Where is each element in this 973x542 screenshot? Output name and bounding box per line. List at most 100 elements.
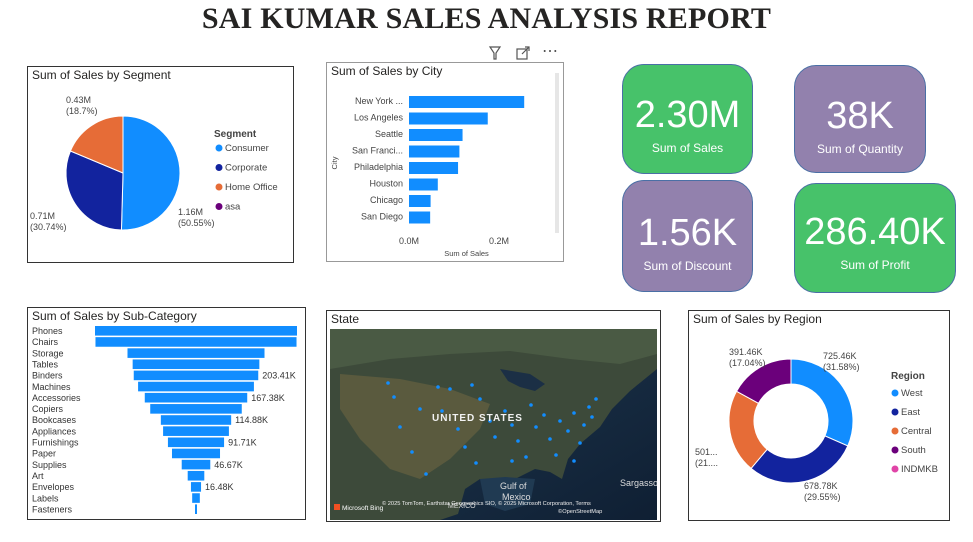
quantity-card-label: Sum of Quantity bbox=[816, 142, 904, 156]
subcategory-bar[interactable] bbox=[138, 381, 254, 392]
city-tick-label: Houston bbox=[369, 179, 403, 189]
city-scrollbar[interactable] bbox=[555, 73, 559, 233]
segment-label-value: 1.16M bbox=[178, 207, 203, 217]
subcategory-bar[interactable] bbox=[127, 348, 265, 358]
subcategory-tick-label: Appliances bbox=[32, 426, 77, 436]
subcategory-bar[interactable] bbox=[132, 359, 260, 370]
region-label-percent: (17.04%) bbox=[729, 358, 766, 368]
state-point bbox=[424, 472, 428, 476]
segment-label-percent: (30.74%) bbox=[30, 222, 67, 232]
city-bar[interactable] bbox=[409, 178, 438, 191]
state-point bbox=[529, 403, 533, 407]
city-bar[interactable] bbox=[409, 195, 431, 207]
state-map[interactable]: UNITED STATES Gulf of Mexico Sargasso ME… bbox=[330, 329, 657, 520]
state-point bbox=[392, 395, 396, 399]
subcategory-bar[interactable] bbox=[171, 448, 221, 459]
subcategory-bar[interactable] bbox=[190, 482, 202, 492]
state-map-panel[interactable]: State UNITED STATES Gulf of Mexico Sarga… bbox=[326, 310, 661, 522]
sales-card-label: Sum of Sales bbox=[651, 141, 724, 155]
bing-logo: Microsoft Bing bbox=[334, 504, 384, 512]
region-label-percent: (29.55%) bbox=[804, 492, 841, 502]
quantity-card-value: 38K bbox=[826, 95, 894, 137]
region-donut-chart: 725.46K(31.58%) 678.78K(29.55%) 501...(21.… bbox=[695, 347, 938, 502]
segment-pie-chart: 1.16M(50.55%) 0.71M(30.74%) 0.43M(18.7%) Se… bbox=[30, 95, 278, 232]
region-legend-marker bbox=[891, 446, 899, 454]
toolbar-icons: ⋯ bbox=[488, 43, 558, 60]
canada-land bbox=[330, 329, 657, 369]
segment-legend-marker bbox=[215, 144, 223, 152]
subcategory-bar[interactable] bbox=[95, 337, 297, 347]
city-y-axis-title: City bbox=[330, 156, 339, 169]
segment-label-percent: (18.7%) bbox=[66, 106, 98, 116]
city-x-tick: 0.2M bbox=[489, 236, 509, 246]
subcategory-data-label: 203.41K bbox=[262, 371, 296, 381]
subcategory-bar[interactable] bbox=[163, 426, 229, 436]
subcategory-bar[interactable] bbox=[144, 392, 248, 403]
map-attribution-osm[interactable]: ©OpenStreetMap bbox=[558, 508, 602, 515]
state-point bbox=[478, 397, 482, 401]
city-bar[interactable] bbox=[409, 129, 463, 141]
city-bar[interactable] bbox=[409, 211, 431, 224]
subcategory-bar[interactable] bbox=[133, 370, 259, 381]
state-point bbox=[572, 411, 576, 415]
discount-card[interactable]: 1.56K Sum of Discount bbox=[622, 180, 753, 292]
subcategory-bar[interactable] bbox=[95, 326, 297, 336]
subcategory-tick-label: Chairs bbox=[32, 337, 59, 347]
focus-mode-icon[interactable] bbox=[516, 46, 530, 60]
sales-card[interactable]: 2.30M Sum of Sales bbox=[622, 64, 753, 174]
gulf-label-2: Mexico bbox=[502, 492, 531, 502]
subcategory-bar[interactable] bbox=[181, 459, 211, 470]
state-point bbox=[516, 439, 520, 443]
subcategory-funnel-panel[interactable]: Sum of Sales by Sub-Category Phones Chair… bbox=[27, 307, 306, 520]
profit-card-label: Sum of Profit bbox=[840, 258, 910, 272]
state-point bbox=[524, 455, 528, 459]
more-options-icon[interactable]: ⋯ bbox=[542, 43, 558, 60]
state-point bbox=[470, 383, 474, 387]
state-point bbox=[572, 459, 576, 463]
segment-slice-corporate bbox=[65, 150, 124, 231]
region-donut-panel[interactable]: Sum of Sales by Region 725.46K (31.58%) 67… bbox=[688, 310, 950, 521]
city-bar[interactable] bbox=[409, 145, 460, 158]
state-point bbox=[463, 445, 467, 449]
subcategory-bar[interactable] bbox=[160, 415, 232, 425]
segment-legend-marker bbox=[215, 164, 223, 171]
city-bar[interactable] bbox=[409, 112, 488, 125]
profit-card[interactable]: 286.40K Sum of Profit bbox=[794, 183, 956, 293]
profit-card-value: 286.40K bbox=[804, 211, 946, 253]
segment-pie-panel[interactable]: Sum of Sales by Segment 1.16M (50.55%) 0.7… bbox=[27, 66, 294, 263]
subcategory-tick-label: Storage bbox=[32, 348, 64, 358]
subcategory-bar[interactable] bbox=[167, 437, 225, 448]
region-legend-item: Central bbox=[901, 426, 932, 437]
great-lakes bbox=[500, 369, 545, 391]
quantity-card[interactable]: 38K Sum of Quantity bbox=[794, 65, 926, 173]
state-point bbox=[534, 425, 538, 429]
city-bar-panel[interactable]: Sum of Sales by City New York ... Los Ang… bbox=[326, 62, 564, 262]
report-title: SAI KUMAR SALES ANALYSIS REPORT bbox=[201, 2, 772, 35]
region-slice-west bbox=[790, 358, 854, 447]
subcategory-data-label: 114.88K bbox=[235, 415, 268, 425]
region-legend-marker bbox=[891, 389, 899, 397]
segment-legend-item: Corporate bbox=[225, 163, 267, 174]
filter-icon[interactable] bbox=[488, 46, 502, 60]
segment-label-value: 0.71M bbox=[30, 211, 55, 221]
city-bar[interactable] bbox=[409, 96, 525, 108]
city-x-tick: 0.0M bbox=[399, 236, 419, 246]
segment-legend-title: Segment bbox=[214, 129, 257, 140]
region-donut-title: Sum of Sales by Region bbox=[693, 312, 822, 326]
subcategory-bar[interactable] bbox=[187, 470, 205, 481]
state-point bbox=[582, 423, 586, 427]
sea-label: Sargasso bbox=[620, 478, 657, 488]
subcategory-tick-label: Paper bbox=[32, 449, 56, 459]
state-point bbox=[578, 441, 582, 445]
region-label-value: 501... bbox=[695, 447, 718, 457]
map-attribution[interactable]: © 2025 TomTom, Earthstar Geographics SIO… bbox=[382, 500, 591, 507]
state-point bbox=[542, 413, 546, 417]
subcategory-bar[interactable] bbox=[192, 493, 200, 503]
city-bar-title: Sum of Sales by City bbox=[331, 64, 443, 78]
segment-slice-home-office bbox=[69, 115, 124, 174]
subcategory-bar[interactable] bbox=[150, 404, 242, 414]
city-bar[interactable] bbox=[409, 162, 459, 174]
subcategory-bar[interactable] bbox=[195, 504, 197, 514]
state-point bbox=[566, 429, 570, 433]
